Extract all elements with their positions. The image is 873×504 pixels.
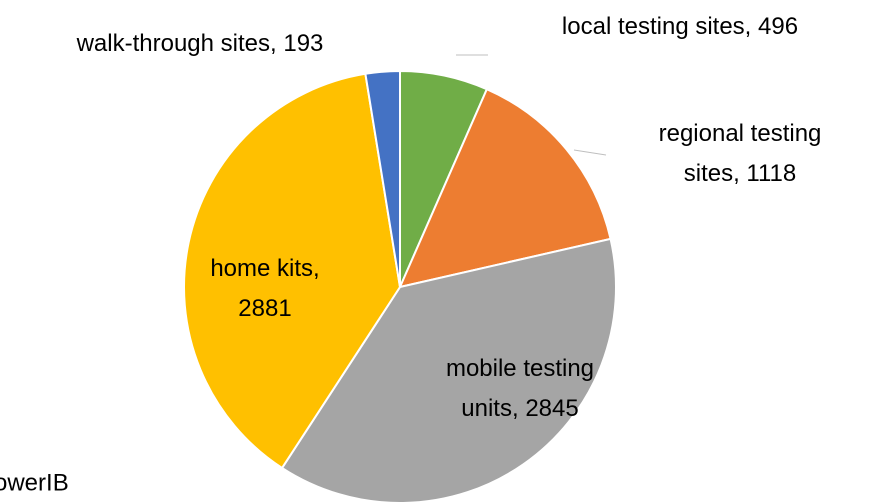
pie-slice bbox=[398, 87, 612, 289]
data-label: regional testing sites, 1118 bbox=[659, 120, 822, 187]
pie-slice bbox=[364, 69, 401, 288]
data-label: home kits, 2881 bbox=[210, 255, 319, 322]
pie-slice bbox=[183, 72, 402, 470]
data-label: mobile testing units, 2845 bbox=[446, 355, 594, 422]
data-label: local testing sites, 496 bbox=[562, 13, 798, 40]
leader-line bbox=[573, 149, 607, 156]
pie-slice bbox=[280, 237, 617, 504]
annotation: owerIB bbox=[0, 469, 69, 496]
slices bbox=[183, 69, 617, 504]
data-label: walk-through sites, 193 bbox=[76, 30, 324, 57]
